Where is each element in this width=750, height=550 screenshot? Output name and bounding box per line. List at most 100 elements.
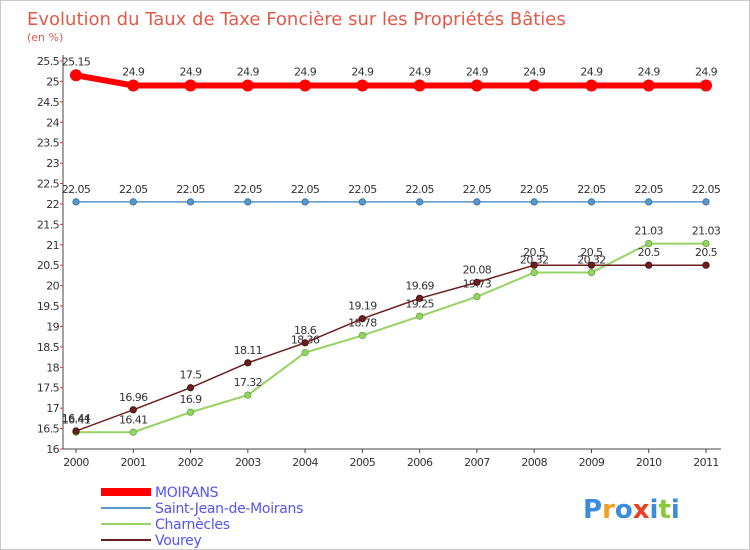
y-tick-label: 24 <box>46 116 59 129</box>
y-tick-label: 25 <box>46 75 59 88</box>
data-point <box>70 69 82 82</box>
data-label: 22.05 <box>291 183 320 196</box>
x-tick-label: 2007 <box>464 456 490 469</box>
data-point <box>301 349 309 357</box>
data-label: 16.44 <box>62 412 91 425</box>
data-label: 22.05 <box>234 183 263 196</box>
data-label: 25.15 <box>62 55 91 68</box>
data-point <box>186 384 195 392</box>
data-point <box>186 198 195 206</box>
series-charn-cles: 16.4116.4116.917.3218.3618.7819.2519.732… <box>62 225 721 436</box>
data-label: 17.5 <box>179 369 202 382</box>
data-label: 18.78 <box>348 316 377 329</box>
x-tick-label: 2005 <box>350 456 376 469</box>
data-label: 20.32 <box>520 254 549 267</box>
y-tick-label: 22.5 <box>37 178 60 191</box>
data-point <box>645 198 653 206</box>
data-label: 24.9 <box>695 66 718 79</box>
data-point <box>72 427 80 435</box>
data-label: 22.05 <box>62 183 91 196</box>
legend-label: MOIRANS <box>155 485 219 501</box>
logo-letter: P <box>583 495 602 525</box>
y-tick-label: 21 <box>46 239 59 252</box>
data-point <box>530 268 538 277</box>
data-label: 22.05 <box>520 183 549 196</box>
y-tick-label: 17.5 <box>37 382 60 395</box>
proxiti-logo: Proxiti <box>583 495 680 525</box>
data-point <box>184 79 197 92</box>
data-label: 16.41 <box>119 413 148 426</box>
y-tick-label: 17 <box>46 402 59 415</box>
y-tick-label: 23 <box>46 157 59 170</box>
data-point <box>530 261 538 269</box>
data-point <box>416 198 424 206</box>
x-tick-label: 2009 <box>579 456 605 469</box>
data-label: 20.32 <box>577 254 606 267</box>
data-point <box>702 198 710 206</box>
data-point <box>72 198 80 206</box>
proxiti-logo-text: Proxiti <box>583 495 680 525</box>
data-label: 24.9 <box>122 66 145 79</box>
data-point <box>530 198 538 206</box>
legend: MOIRANSSaint-Jean-de-MoiransCharnèclesVo… <box>101 485 303 549</box>
data-point <box>129 198 137 206</box>
data-label: 24.9 <box>179 66 202 79</box>
series-moirans: 25.15 24.9 24.9 24.9 24.9 24.9 24.9 24.9 24.9 24.… <box>62 55 718 92</box>
logo-letter: i <box>650 495 659 525</box>
y-tick-label: 20.5 <box>37 259 60 272</box>
data-point <box>244 391 252 399</box>
legend-label: Vourey <box>155 533 201 549</box>
data-point <box>244 198 252 206</box>
data-label: 22.05 <box>176 183 205 196</box>
chart-subtitle: (en %) <box>27 31 63 44</box>
data-label: 24.9 <box>523 66 546 79</box>
data-point <box>416 312 424 320</box>
x-tick-label: 2002 <box>178 456 204 469</box>
x-tick-label: 2004 <box>292 456 318 469</box>
legend-label: Saint-Jean-de-Moirans <box>155 501 303 517</box>
data-point <box>702 261 710 269</box>
chart-title: Evolution du Taux de Taxe Foncière sur l… <box>27 9 566 30</box>
x-tick-label: 2000 <box>63 456 89 469</box>
data-point <box>356 79 369 92</box>
series-layer: 25.15 24.9 24.9 24.9 24.9 24.9 24.9 24.9 24.9 24.… <box>62 55 721 436</box>
data-label: 21.03 <box>692 225 721 238</box>
data-point <box>470 79 483 92</box>
series-line <box>76 242 706 434</box>
data-label: 21.03 <box>634 225 663 238</box>
data-label: 24.9 <box>237 66 260 79</box>
series-line <box>75 72 706 89</box>
data-point <box>642 79 655 92</box>
y-tick-label: 16.5 <box>37 423 60 436</box>
y-tick-label: 18.5 <box>37 341 60 354</box>
data-point <box>129 406 137 414</box>
data-label: 18.11 <box>234 344 263 357</box>
data-label: 17.32 <box>234 376 263 389</box>
data-label: 22.05 <box>405 183 434 196</box>
x-tick-label: 2008 <box>521 456 547 469</box>
y-tick-label: 22 <box>46 198 59 211</box>
data-label: 20.5 <box>580 246 603 259</box>
legend-label: Charnècles <box>155 517 230 533</box>
y-tick-label: 18 <box>46 361 59 374</box>
logo-letter: r <box>602 495 615 525</box>
logo-letter: o <box>615 495 633 525</box>
data-point <box>645 239 653 248</box>
data-label: 22.05 <box>463 183 492 196</box>
data-point <box>587 261 596 269</box>
data-point <box>702 239 710 248</box>
data-label: 19.69 <box>405 279 434 292</box>
x-tick-label: 2010 <box>636 456 662 469</box>
data-label: 16.96 <box>119 391 148 404</box>
data-point <box>127 79 140 92</box>
data-point <box>358 315 366 323</box>
data-label: 22.05 <box>119 183 148 196</box>
data-label: 16.41 <box>62 413 91 426</box>
data-label: 19.19 <box>348 300 377 313</box>
y-tick-label: 20 <box>46 280 59 293</box>
data-point <box>358 198 366 206</box>
series-vourey: 16.44 16.96 17.5 18.11 18.6 19.19 19.69 20.08 20… <box>62 246 718 435</box>
axes: 1616.51717.51818.51919.52020.52121.52222… <box>37 55 721 469</box>
data-label: 24.9 <box>466 66 489 79</box>
data-label: 16.9 <box>179 393 202 406</box>
